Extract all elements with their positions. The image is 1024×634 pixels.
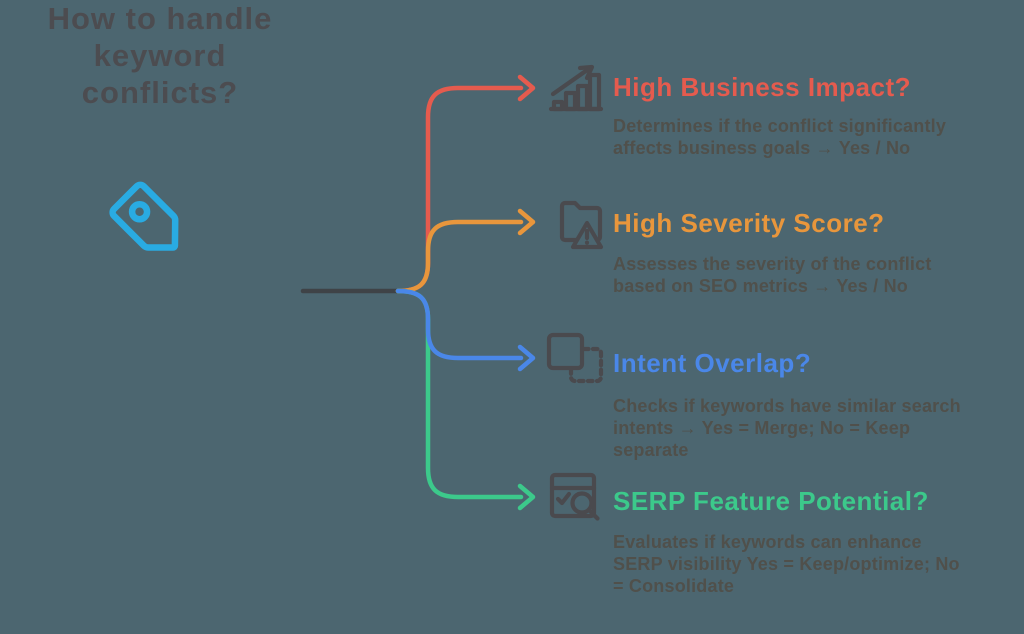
connector-high-severity-score: [395, 219, 524, 294]
arrowhead-intent-overlap: [517, 344, 536, 372]
overlap-squares-icon: [546, 332, 604, 384]
bar-chart-icon: [548, 64, 604, 112]
arrowhead-high-business-impact: [517, 74, 536, 102]
arrowhead-high-severity-score: [517, 208, 536, 236]
folder-alert-icon: [559, 200, 604, 250]
branch-icon-wrap: [548, 58, 604, 119]
branch-title-serp-feature-potential: SERP Feature Potential?: [613, 486, 929, 516]
root-node-icon-wrap: [101, 176, 205, 280]
branch-description-high-business-impact: Determines if the conflict significantly…: [613, 116, 947, 158]
root-title: How to handle keyword conflicts?: [47, 1, 273, 110]
arrowhead-serp-feature-potential: [517, 483, 536, 511]
branch-title-high-severity-score: High Severity Score?: [613, 208, 885, 238]
serp-search-icon: [549, 472, 600, 521]
branch-description-high-severity-score: Assesses the severity of the conflict ba…: [613, 254, 932, 296]
tag-icon: [109, 181, 179, 251]
connector-serp-feature-potential: [395, 288, 524, 500]
branch-icon-wrap: [548, 195, 604, 256]
branch-title-intent-overlap: Intent Overlap?: [613, 348, 812, 378]
branch-title-high-business-impact: High Business Impact?: [613, 72, 911, 102]
connector-intent-overlap: [395, 288, 524, 361]
branch-description-serp-feature-potential: Evaluates if keywords can enhance SERP v…: [613, 532, 960, 596]
branch-icon-wrap: [546, 332, 604, 394]
branch-description-intent-overlap: Checks if keywords have similar search i…: [613, 396, 961, 460]
connector-high-business-impact: [395, 85, 524, 294]
branch-icon-wrap: [548, 471, 604, 532]
